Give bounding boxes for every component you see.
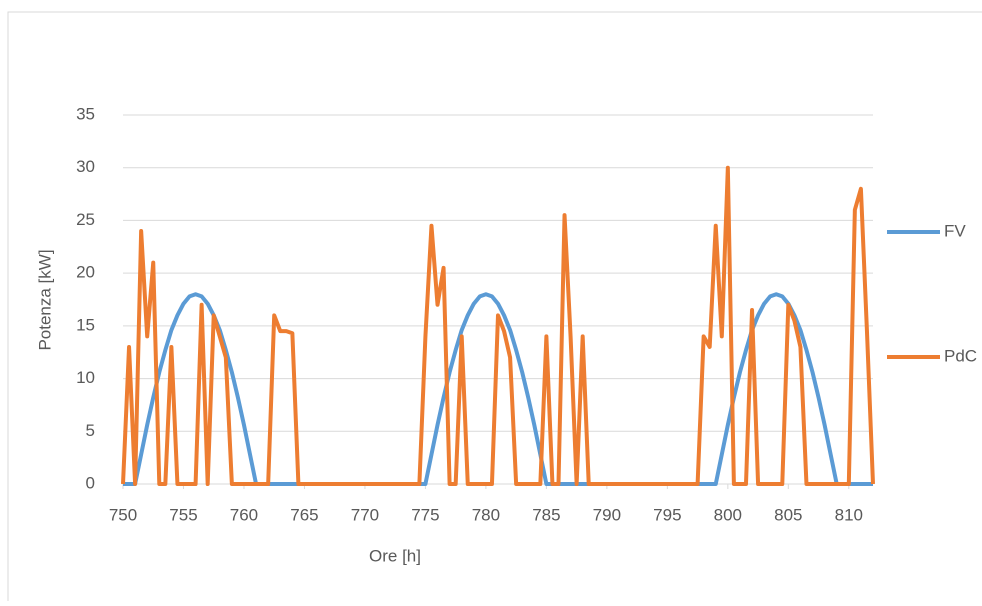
- series-line: [121, 165, 875, 486]
- y-tick-label: 15: [76, 315, 95, 334]
- y-tick-label: 20: [76, 263, 95, 282]
- y-tick-label: 5: [86, 421, 95, 440]
- y-tick-label: 35: [76, 104, 95, 123]
- chart-frame: [7, 11, 982, 606]
- y-axis-label: Potenza [kW]: [35, 249, 54, 350]
- legend-label: FV: [944, 221, 966, 240]
- y-tick-label: 0: [86, 473, 95, 492]
- y-tick-label: 30: [76, 157, 95, 176]
- x-tick-label: 765: [290, 505, 318, 524]
- x-tick-label: 785: [532, 505, 560, 524]
- x-tick-label: 810: [835, 505, 863, 524]
- legend-label: PdC: [944, 346, 977, 365]
- x-tick-label: 800: [714, 505, 742, 524]
- series-line: [123, 292, 873, 486]
- x-axis-label: Ore [h]: [369, 546, 421, 565]
- x-tick-label: 750: [109, 505, 137, 524]
- y-tick-label: 10: [76, 368, 95, 387]
- x-tick-label: 795: [653, 505, 681, 524]
- x-tick-label: 760: [230, 505, 258, 524]
- x-tick-label: 770: [351, 505, 379, 524]
- x-tick-label: 790: [593, 505, 621, 524]
- x-tick-label: 780: [472, 505, 500, 524]
- x-tick-label: 755: [169, 505, 197, 524]
- y-tick-label: 25: [76, 210, 95, 229]
- x-tick-label: 775: [411, 505, 439, 524]
- x-tick-label: 805: [774, 505, 802, 524]
